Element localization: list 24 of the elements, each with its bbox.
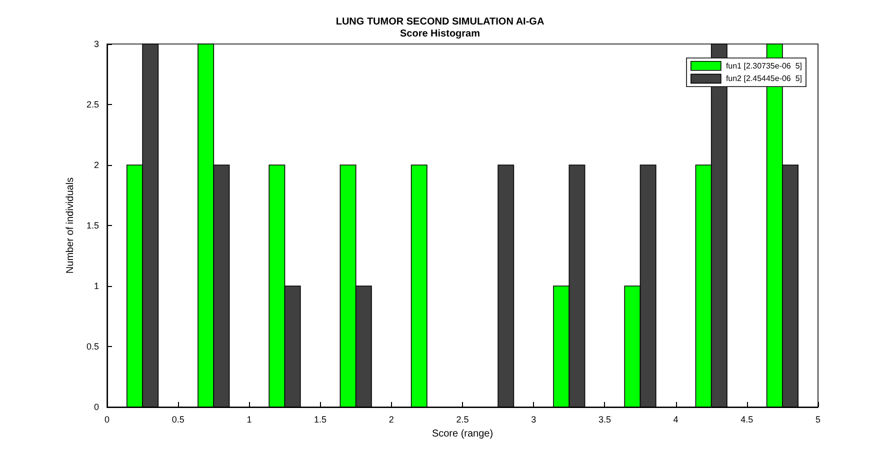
legend-label: fun1 [2.30735e-06 5]	[726, 61, 802, 70]
x-axis-title: Score (range)	[432, 428, 494, 440]
y-tick-label: 1.5	[86, 220, 99, 230]
x-tick-label: 1	[246, 414, 252, 424]
y-tick-label: 2.5	[86, 100, 99, 110]
y-tick-label: 2	[94, 160, 99, 170]
legend-label: fun2 [2.45445e-06 5]	[726, 74, 802, 84]
chart-title: LUNG TUMOR SECOND SIMULATION AI-GA	[336, 16, 544, 28]
chart-subtitle: Score Histogram	[400, 28, 480, 40]
x-tick-label: 4	[673, 414, 678, 424]
x-tick-label: 2	[388, 414, 394, 424]
y-axis-title: Number of individuals	[65, 177, 76, 274]
x-tick-label: 2.5	[456, 414, 469, 424]
x-tick-label: 5	[815, 414, 821, 424]
x-tick-label: 0	[104, 414, 110, 424]
x-tick-label: 1.5	[314, 414, 327, 424]
x-tick-label: 0.5	[172, 414, 184, 424]
y-tick-label: 3	[94, 39, 99, 49]
x-tick-label: 3	[531, 414, 536, 424]
y-tick-label: 0	[94, 402, 99, 412]
x-tick-label: 3.5	[598, 414, 611, 424]
y-tick-label: 0.5	[86, 342, 99, 352]
x-tick-label: 4.5	[740, 414, 754, 424]
y-tick-label: 1	[94, 281, 99, 291]
